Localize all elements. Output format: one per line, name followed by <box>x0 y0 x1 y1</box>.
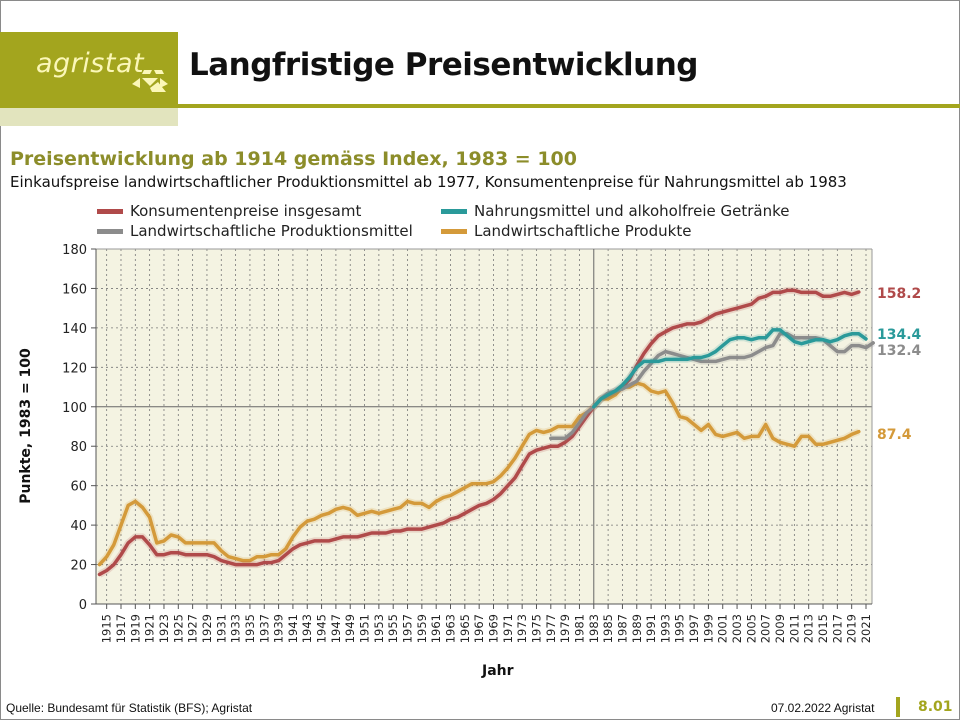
x-tick-label: 1935 <box>243 614 257 643</box>
x-tick-label: 1957 <box>401 614 415 643</box>
legend-item-produktionsmittel: Landwirtschaftliche Produktionsmittel <box>97 222 413 240</box>
end-value-label-konsum: 158.2 <box>877 286 921 302</box>
x-tick-label: 2017 <box>830 614 844 643</box>
x-tick-label: 1915 <box>100 614 114 643</box>
x-tick-label: 1979 <box>558 614 572 643</box>
x-tick-label: 1945 <box>315 614 329 643</box>
x-tick-label: 1949 <box>343 614 357 643</box>
logo-mark-icon <box>132 70 168 92</box>
y-tick-label: 60 <box>70 480 87 495</box>
end-value-label-nahrung: 134.4 <box>877 327 922 343</box>
legend-swatch-produkte <box>441 228 467 234</box>
x-tick-label: 1947 <box>329 614 343 643</box>
x-tick-label: 1993 <box>658 614 672 643</box>
x-tick-label: 2011 <box>787 614 801 643</box>
x-tick-label: 1965 <box>458 614 472 643</box>
legend-swatch-konsum <box>97 208 123 214</box>
y-tick-label: 40 <box>70 519 87 534</box>
footer-divider <box>896 697 900 717</box>
logo-text: agristat <box>36 48 145 79</box>
x-tick-label: 2003 <box>730 614 744 643</box>
footer-date: 07.02.2022 Agristat <box>771 701 875 715</box>
chart-title: Preisentwicklung ab 1914 gemäss Index, 1… <box>10 148 577 170</box>
logo-underbar <box>0 108 178 126</box>
x-tick-label: 1961 <box>429 614 443 643</box>
legend-item-produkte: Landwirtschaftliche Produkte <box>441 222 691 240</box>
x-tick-label: 1975 <box>529 614 543 643</box>
y-tick-label: 80 <box>70 440 87 455</box>
y-axis-label: Punkte, 1983 = 100 <box>18 348 34 504</box>
y-tick-label: 180 <box>62 243 87 258</box>
x-tick-label: 1977 <box>544 614 558 643</box>
legend-swatch-nahrung <box>441 208 467 214</box>
x-axis-label: Jahr <box>482 663 514 679</box>
end-value-label-produkte: 87.4 <box>877 427 912 443</box>
x-tick-label: 1983 <box>587 614 601 643</box>
x-tick-label: 1969 <box>486 614 500 643</box>
x-tick-label: 2007 <box>759 614 773 643</box>
page-number: 8.01 <box>918 699 953 715</box>
x-tick-label: 2009 <box>773 614 787 643</box>
y-tick-label: 0 <box>79 598 87 613</box>
legend-label-produktionsmittel: Landwirtschaftliche Produktionsmittel <box>130 222 413 240</box>
x-tick-label: 1999 <box>701 614 715 643</box>
x-tick-label: 1953 <box>372 614 386 643</box>
series-line-konsum <box>97 288 861 577</box>
page-title: Langfristige Preisentwicklung <box>189 47 698 83</box>
x-tick-label: 1941 <box>286 614 300 643</box>
x-tick-label: 1963 <box>444 614 458 643</box>
x-tick-label: 1943 <box>300 614 314 643</box>
y-tick-label: 120 <box>62 361 87 376</box>
legend-item-nahrung: Nahrungsmittel und alkoholfreie Getränke <box>441 202 789 220</box>
x-tick-label: 1937 <box>257 614 271 643</box>
x-tick-label: 1997 <box>687 614 701 643</box>
x-tick-label: 1951 <box>358 614 372 643</box>
x-tick-label: 2005 <box>744 614 758 643</box>
x-tick-label: 1923 <box>157 614 171 643</box>
x-tick-label: 1985 <box>601 614 615 643</box>
y-tick-label: 140 <box>62 322 87 337</box>
series-line-produkte <box>97 381 861 567</box>
legend-label-nahrung: Nahrungsmittel und alkoholfreie Getränke <box>474 202 790 220</box>
y-tick-label: 100 <box>62 401 87 416</box>
x-tick-label: 1989 <box>630 614 644 643</box>
x-tick-label: 1917 <box>114 614 128 643</box>
y-tick-label: 20 <box>70 559 87 574</box>
legend-label-konsum: Konsumentenpreise insgesamt <box>130 202 362 220</box>
title-underline <box>178 104 960 108</box>
legend-label-produkte: Landwirtschaftliche Produkte <box>474 222 692 240</box>
x-tick-label: 2013 <box>802 614 816 643</box>
series-line-nahrung <box>592 328 868 409</box>
x-tick-label: 1987 <box>615 614 629 643</box>
x-tick-label: 1967 <box>472 614 486 643</box>
end-value-label-produktionsmittel: 132.4 <box>877 343 922 359</box>
y-tick-label: 160 <box>62 282 87 297</box>
source-note: Quelle: Bundesamt für Statistik (BFS); A… <box>6 701 253 715</box>
x-tick-label: 1981 <box>572 614 586 643</box>
legend-swatch-produktionsmittel <box>97 228 123 234</box>
x-tick-label: 1959 <box>415 614 429 643</box>
x-tick-label: 1995 <box>673 614 687 643</box>
x-tick-label: 2015 <box>816 614 830 643</box>
x-tick-label: 1991 <box>644 614 658 643</box>
x-tick-label: 2021 <box>859 614 873 643</box>
x-tick-label: 2001 <box>716 614 730 643</box>
x-tick-label: 1973 <box>515 614 529 643</box>
x-tick-label: 1927 <box>186 614 200 643</box>
x-tick-label: 1929 <box>200 614 214 643</box>
legend-item-konsum: Konsumentenpreise insgesamt <box>97 202 361 220</box>
x-tick-label: 1919 <box>128 614 142 643</box>
x-tick-label: 2019 <box>845 614 859 643</box>
x-tick-label: 1955 <box>386 614 400 643</box>
x-tick-label: 1971 <box>501 614 515 643</box>
x-tick-label: 1933 <box>229 614 243 643</box>
x-tick-label: 1921 <box>143 614 157 643</box>
x-tick-label: 1925 <box>171 614 185 643</box>
x-tick-label: 1939 <box>272 614 286 643</box>
x-tick-label: 1931 <box>214 614 228 643</box>
chart-subtitle: Einkaufspreise landwirtschaftlicher Prod… <box>10 173 847 191</box>
